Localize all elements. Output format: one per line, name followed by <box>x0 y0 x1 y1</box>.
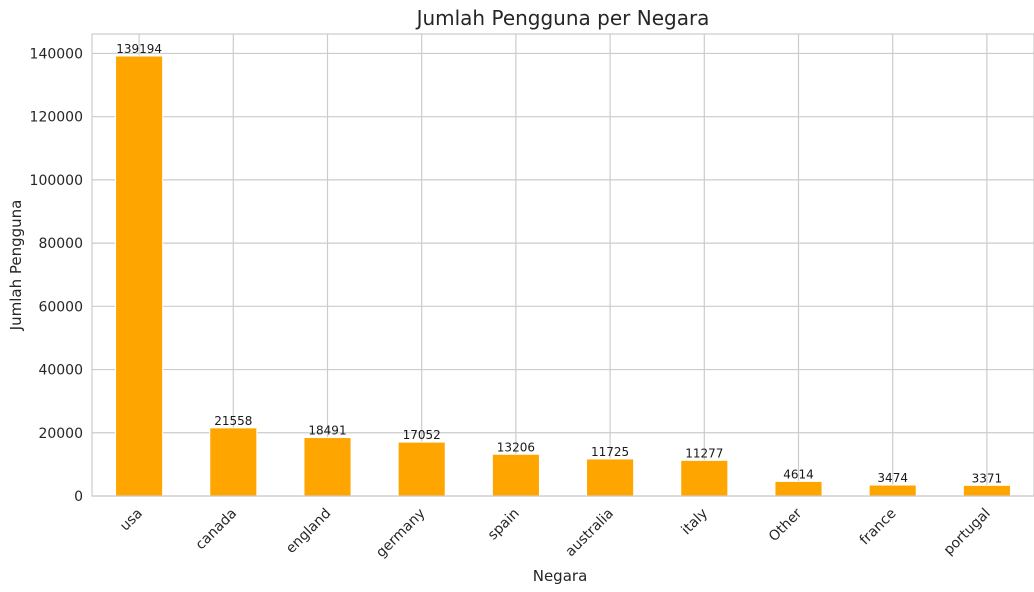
data-label: 11725 <box>591 445 629 459</box>
x-tick-label: usa <box>117 506 146 535</box>
y-tick-label: 20000 <box>38 426 83 442</box>
y-tick-labels: 0 20000 40000 60000 80000 100000 120000 140000 <box>30 46 83 505</box>
bar-other <box>774 480 823 497</box>
bar-portugal <box>962 484 1011 497</box>
data-labels: 139194 21558 18491 17052 13206 11725 11277 4614… <box>116 42 1002 485</box>
data-label: 3371 <box>972 471 1003 485</box>
x-tick-labels: usa canada england germany spain australia ita… <box>117 505 994 561</box>
bar-italy <box>680 459 729 497</box>
bars <box>115 55 1011 497</box>
plot-frame <box>91 33 1034 497</box>
bar-england <box>303 437 352 497</box>
bar-australia <box>586 458 635 497</box>
data-label: 139194 <box>116 42 162 56</box>
x-tick-label: spain <box>485 506 523 544</box>
y-tick-label: 0 <box>74 489 83 505</box>
bar-usa <box>115 55 164 497</box>
data-label: 3474 <box>877 471 908 485</box>
grid-lines <box>92 34 1034 497</box>
data-label: 11277 <box>685 446 723 460</box>
x-tick-label: italy <box>679 506 712 539</box>
y-tick-label: 100000 <box>30 173 83 189</box>
chart-title: Jumlah Pengguna per Negara <box>415 6 710 30</box>
bar-spain <box>491 453 540 497</box>
x-axis-label: Negara <box>533 567 588 585</box>
x-tick-label: canada <box>193 506 241 554</box>
y-axis-label: Jumlah Pengguna <box>7 200 25 332</box>
data-label: 18491 <box>308 424 346 438</box>
y-tick-label: 120000 <box>30 110 83 126</box>
x-tick-label: germany <box>373 506 428 561</box>
x-tick-label: portugal <box>941 506 994 559</box>
x-tick-label: Other <box>766 505 806 545</box>
data-label: 13206 <box>497 440 535 454</box>
x-tick-label: france <box>857 506 900 549</box>
bar-canada <box>209 427 258 497</box>
x-tick-label: england <box>283 506 334 557</box>
y-tick-label: 60000 <box>38 299 83 315</box>
bar-germany <box>397 441 446 497</box>
bar-france <box>868 484 917 497</box>
y-tick-label: 140000 <box>30 46 83 62</box>
x-tick-label: australia <box>563 506 617 560</box>
y-tick-label: 40000 <box>38 363 83 379</box>
data-label: 21558 <box>214 414 252 428</box>
data-label: 4614 <box>783 467 814 481</box>
data-label: 17052 <box>403 428 441 442</box>
y-tick-label: 80000 <box>38 236 83 252</box>
